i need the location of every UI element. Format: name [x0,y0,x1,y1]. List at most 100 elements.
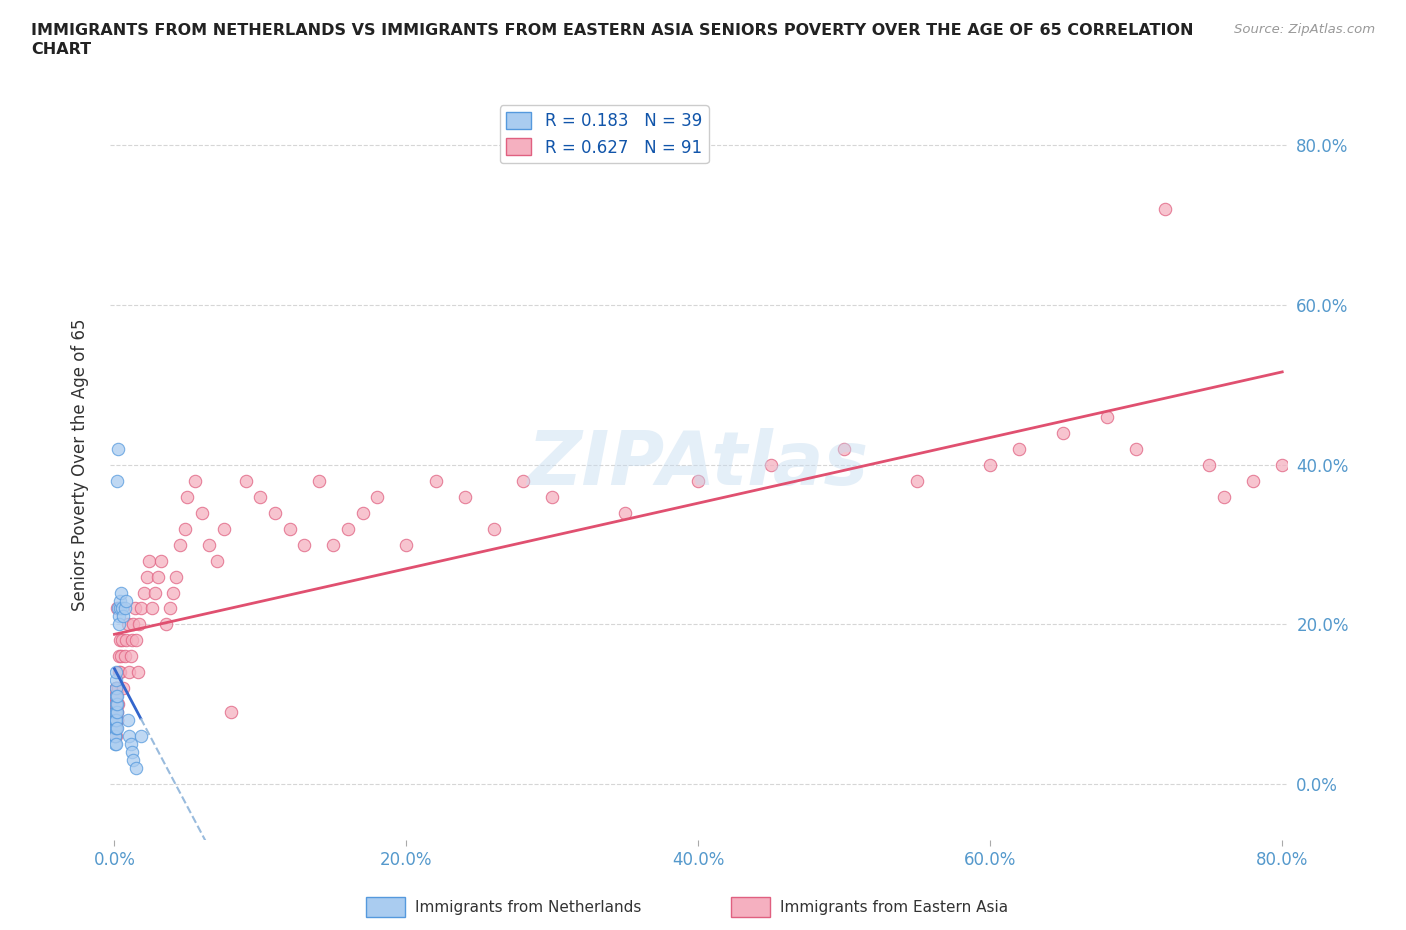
Point [104,705,127,720]
Point [122,752,145,767]
Point [761,458,783,472]
Point [1198,458,1220,472]
Point [118,729,141,744]
Point [173,521,195,536]
Point [143,585,166,600]
Point [1008,442,1031,457]
Point [308,473,330,488]
Point [108,617,131,631]
Point [688,473,710,488]
Point [278,521,301,536]
Legend: R = 0.183   N = 39, R = 0.627   N = 91: R = 0.183 N = 39, R = 0.627 N = 91 [499,105,709,164]
Point [105,713,128,728]
Point [104,721,127,736]
Point [104,697,127,711]
Point [169,538,191,552]
Point [198,538,221,552]
Text: IMMIGRANTS FROM NETHERLANDS VS IMMIGRANTS FROM EASTERN ASIA SENIORS POVERTY OVER: IMMIGRANTS FROM NETHERLANDS VS IMMIGRANT… [31,23,1194,38]
Point [104,713,127,728]
Point [117,713,139,728]
Point [104,737,127,751]
Point [104,681,127,696]
Point [979,458,1001,472]
Point [104,713,127,728]
Point [118,665,141,680]
Point [104,729,127,744]
Point [104,721,127,736]
Point [138,553,160,568]
Point [104,713,127,728]
Point [104,729,127,744]
Point [105,689,128,704]
Point [205,553,228,568]
Point [322,538,344,552]
Point [115,633,138,648]
Point [1095,409,1118,424]
Point [108,633,131,648]
Point [905,473,928,488]
Point [135,569,157,584]
Point [454,489,477,504]
Point [111,633,134,648]
Point [834,442,856,457]
Point [104,721,127,736]
Point [111,601,134,616]
Text: CHART: CHART [31,42,91,57]
Text: Source: ZipAtlas.com: Source: ZipAtlas.com [1234,23,1375,36]
Point [112,681,135,696]
Point [104,689,127,704]
Point [249,489,271,504]
Point [125,761,148,776]
Point [366,489,388,504]
Point [104,721,127,736]
Point [165,569,187,584]
Point [191,505,214,520]
Point [1125,442,1147,457]
Point [1154,202,1177,217]
Point [105,713,128,728]
Point [1271,458,1294,472]
Point [104,737,127,751]
Point [120,737,142,751]
Point [105,713,128,728]
Point [108,649,131,664]
Point [107,697,129,711]
Point [108,601,131,616]
Point [129,601,152,616]
Point [115,593,138,608]
Point [112,609,135,624]
Point [110,593,132,608]
Point [105,673,128,688]
Point [110,665,132,680]
Point [120,649,142,664]
Point [105,721,128,736]
Point [337,521,360,536]
Point [395,538,418,552]
Point [104,713,127,728]
Point [105,681,128,696]
Point [159,601,181,616]
Point [107,681,129,696]
Point [141,601,163,616]
Point [124,601,146,616]
Point [107,601,129,616]
Point [184,473,207,488]
Point [425,473,447,488]
Point [105,697,128,711]
Point [110,585,132,600]
Point [110,649,132,664]
Point [104,697,127,711]
Point [105,697,128,711]
Point [155,617,177,631]
Point [104,705,127,720]
Point [1241,473,1264,488]
Point [162,585,184,600]
Point [127,665,149,680]
Point [122,617,145,631]
Point [150,553,173,568]
Point [105,705,128,720]
Point [105,697,128,711]
Point [107,665,129,680]
Point [1212,489,1234,504]
Point [107,442,129,457]
